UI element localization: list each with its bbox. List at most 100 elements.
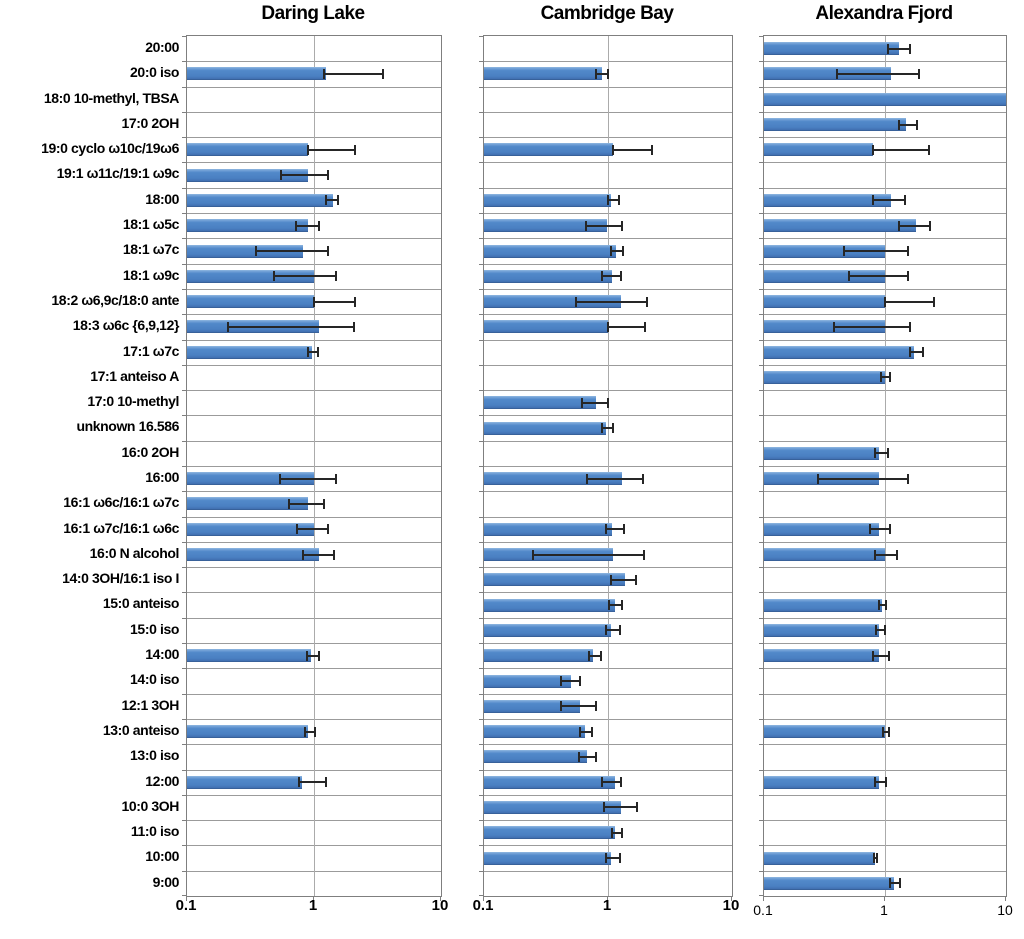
bar <box>484 421 607 435</box>
bar <box>484 623 611 637</box>
error-bar-cap-high <box>332 549 335 560</box>
error-bar-line <box>595 72 608 75</box>
y-axis-tick <box>182 794 186 796</box>
bar <box>764 320 885 334</box>
bar <box>484 295 622 309</box>
error-bar-cap-low <box>878 600 881 611</box>
category-label: 17:1 ω7c <box>122 342 180 359</box>
category-label: 19:1 ω11c/19:1 ω9c <box>56 165 180 182</box>
error-bar-cap-low <box>897 119 900 130</box>
error-bar-cap-low <box>605 853 608 864</box>
bar <box>187 244 304 258</box>
error-bar-cap-high <box>884 625 886 636</box>
error-bar-cap-high <box>650 144 653 155</box>
y-axis-tick <box>759 820 763 822</box>
bar <box>187 522 314 536</box>
y-axis-tick <box>479 86 483 88</box>
y-axis-tick <box>479 769 483 771</box>
error-bar-cap-low <box>873 549 876 560</box>
y-axis-tick <box>182 466 186 467</box>
y-axis-tick <box>479 820 483 822</box>
category-label: 15:0 anteiso <box>102 595 180 612</box>
category-label: 16:1 ω7c/16:1 ω6c <box>63 519 179 536</box>
error-bar-cap-high <box>317 347 320 358</box>
category-label: 18:1 ω9c <box>122 266 180 283</box>
category-label: 18:00 <box>145 190 179 207</box>
error-bar-line <box>876 629 885 632</box>
bar <box>187 67 327 81</box>
error-bar-cap-low <box>875 625 878 636</box>
y-axis-tick <box>759 744 763 746</box>
error-bar-cap-low <box>581 397 584 408</box>
error-bar-cap-high <box>353 144 356 155</box>
error-bar-cap-low <box>868 524 871 535</box>
bar <box>764 345 915 359</box>
y-axis-tick <box>182 36 186 37</box>
y-axis-tick <box>759 61 763 63</box>
bar <box>484 396 596 410</box>
x-tick-label: 0.1 <box>175 897 197 914</box>
bar <box>764 598 883 612</box>
error-bar-cap-high <box>335 271 338 282</box>
error-bar-cap-high <box>898 878 901 889</box>
error-bar-cap-low <box>886 43 889 54</box>
error-bar-cap-high <box>634 574 637 585</box>
error-bar-cap-high <box>619 853 622 864</box>
y-axis-tick <box>759 440 763 442</box>
bar <box>484 320 608 334</box>
error-bar-cap-low <box>610 574 613 585</box>
error-bar-cap-low <box>295 524 298 535</box>
error-bar-line <box>612 831 623 834</box>
category-label: 17:0 2OH <box>121 114 180 131</box>
y-axis-tick <box>479 870 483 872</box>
bar <box>484 699 581 713</box>
y-axis-tick <box>479 263 483 265</box>
bar <box>484 826 616 840</box>
bar <box>187 548 320 562</box>
error-bar-line <box>608 199 619 202</box>
error-bar-cap-low <box>304 726 307 737</box>
y-axis-tick <box>182 213 186 215</box>
error-bar-line <box>295 224 320 227</box>
error-bar-line <box>873 199 905 202</box>
error-bar-cap-high <box>620 777 623 788</box>
error-bar-cap-low <box>294 220 297 231</box>
error-bar-cap-low <box>874 448 877 459</box>
error-bar-cap-low <box>560 676 563 686</box>
error-bar-cap-high <box>335 473 338 484</box>
error-bar-cap-high <box>337 195 340 206</box>
y-axis-tick <box>182 895 186 896</box>
y-axis-tick <box>182 541 186 543</box>
y-axis-tick <box>759 693 763 695</box>
y-axis-tick <box>182 845 186 847</box>
y-axis-tick <box>479 314 483 316</box>
error-bar-line <box>296 528 329 531</box>
error-bar-cap-high <box>887 726 890 737</box>
x-axis-tick <box>884 896 885 901</box>
x-tick-label: 10 <box>431 897 449 914</box>
y-axis-tick <box>479 213 483 215</box>
error-bar-line <box>289 502 325 505</box>
error-bar-cap-high <box>916 119 919 130</box>
y-axis-tick <box>759 415 763 417</box>
y-axis-tick <box>759 769 763 771</box>
error-bar-line <box>611 578 636 581</box>
y-axis-tick <box>479 238 483 240</box>
bar <box>764 269 885 283</box>
error-bar-line <box>578 755 596 758</box>
error-bar-line <box>280 477 337 480</box>
error-bar-line <box>818 477 909 480</box>
error-bar-line <box>601 275 622 278</box>
error-bar-line <box>582 401 608 404</box>
error-bar-line <box>306 654 320 657</box>
x-tick-label: 1 <box>308 897 318 914</box>
bar <box>187 143 309 157</box>
error-bar-cap-low <box>255 246 258 256</box>
y-axis-tick <box>182 314 186 316</box>
error-bar-line <box>874 781 887 784</box>
error-bar-cap-high <box>907 271 910 282</box>
error-bar-cap-low <box>835 68 838 79</box>
y-axis-tick <box>182 288 186 290</box>
error-bar-cap-low <box>843 246 846 256</box>
y-axis-tick <box>182 339 186 341</box>
